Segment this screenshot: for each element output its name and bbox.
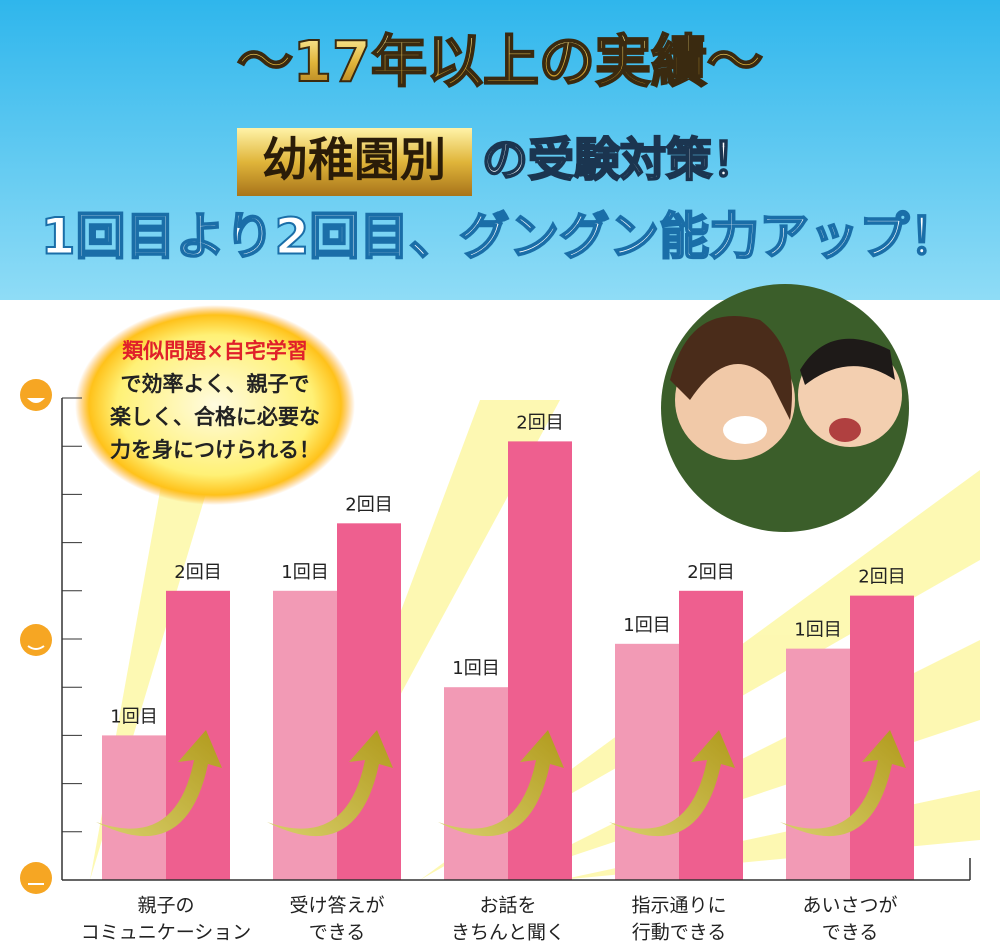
x-tick-label: 受け答えが [289,895,384,917]
bar [102,735,166,880]
photo [661,284,909,532]
bar [337,523,401,880]
header-bg [0,0,1000,300]
bubble: 類似問題×自宅学習 [75,305,355,505]
arrow [96,730,222,837]
x-tick-label: できる [822,922,879,944]
bar-label: 2回目 [516,412,563,433]
bar-label: 2回目 [345,494,392,515]
badge [237,128,472,196]
bar [786,648,850,880]
bar-label: 2回目 [858,567,905,588]
bar [679,590,743,880]
x-tick-label: できる [309,922,366,944]
bar [166,590,230,880]
bar-label: 1回目 [623,615,670,636]
smileys [20,379,52,894]
bar [444,687,508,880]
headline: 1回目より2回目、グングン能力アップ！ [41,208,960,266]
bar-label: 1回目 [452,658,499,679]
arrow [609,730,735,837]
title: 〜17年以上の実績〜 [237,30,763,95]
bubble-highlight: 類似問題×自宅学習 [121,339,308,363]
bubble-line: 力を身につけられる！ [110,438,320,462]
x-tick-label: 親子の [137,895,194,917]
x-tick-label: 指示通りに [631,895,726,917]
x-tick-label: あいさつが [802,895,897,917]
bar-label: 1回目 [110,706,157,727]
x-tick-label: 行動できる [632,922,727,944]
bar-label: 1回目 [281,562,328,583]
x-tick-label: きちんと聞く [451,922,565,944]
bar-label: 2回目 [687,562,734,583]
x-tick-label: お話を [479,895,536,917]
bar-label: 1回目 [794,620,841,641]
arrow [438,730,564,837]
arrow [267,730,393,837]
subtitle: の受験対策！ [482,133,758,187]
bubble-line: で効率よく、親子で [121,372,310,396]
badge-text: 幼稚園別 [262,133,446,187]
bar [273,590,337,880]
bar-label: 2回目 [174,562,221,583]
bubble-line: 楽しく、合格に必要な [110,405,320,429]
x-tick-label: コミュニケーション [81,922,252,944]
bar [615,643,679,880]
arrow [780,730,906,837]
bar [850,595,914,880]
